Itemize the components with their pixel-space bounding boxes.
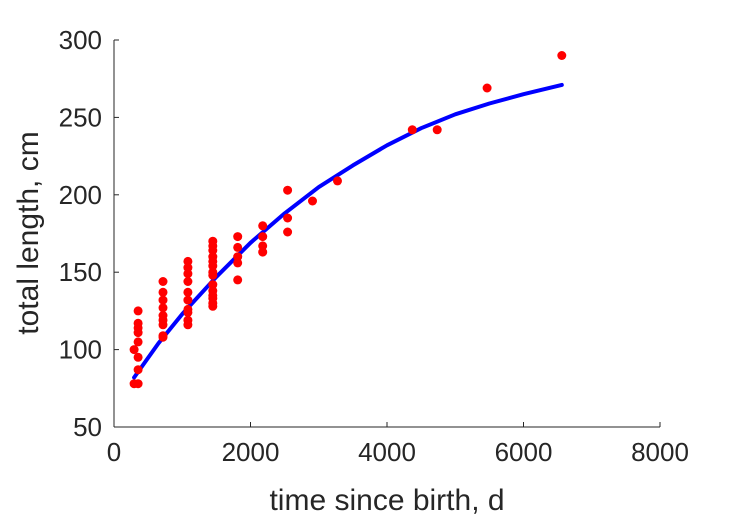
observed-points-series [129,51,567,389]
data-point [183,307,193,317]
data-point [208,270,218,280]
data-point [482,83,492,93]
data-point [129,345,139,355]
data-point [133,328,143,338]
y-tick-label: 300 [59,25,102,55]
data-point [233,232,243,242]
x-axis-label: time since birth, d [269,484,504,517]
y-tick-label: 200 [59,180,102,210]
data-point [233,275,243,285]
data-point [158,332,168,342]
x-tick-label: 4000 [358,437,416,467]
x-tick-label: 6000 [495,437,553,467]
data-point [407,125,417,135]
y-tick-label: 150 [59,257,102,287]
data-point [208,261,218,271]
data-point [258,241,268,251]
data-point [432,125,442,135]
x-tick-label: 0 [107,437,121,467]
axes [113,40,660,428]
data-point [208,246,218,255]
y-axis-ticks: 50 100 150 200 250 300 [59,25,119,442]
data-point [233,252,243,262]
x-axis-ticks: 0 2000 4000 6000 8000 [107,422,689,467]
y-tick-label: 100 [59,335,102,365]
y-tick-label: 50 [73,412,102,442]
data-point [133,352,143,362]
x-tick-label: 8000 [631,437,689,467]
data-point [133,379,143,389]
data-point [183,295,193,305]
data-point [233,258,243,268]
data-point [158,320,168,330]
data-point [183,277,193,286]
data-point [208,280,218,290]
data-point [183,256,193,266]
data-point [183,287,193,297]
fitted-curve-series [132,82,564,380]
x-tick-label: 2000 [222,437,280,467]
data-point [283,227,293,237]
data-point [258,221,268,231]
data-point [308,196,317,206]
data-point [158,277,168,286]
data-point [283,213,293,223]
fitted-curve-line [132,82,564,380]
data-point [183,269,193,279]
data-point [233,242,243,252]
data-point [258,247,268,257]
y-axis-label: total length, cm [12,131,45,334]
data-point [133,306,143,316]
data-point [333,176,342,186]
y-tick-label: 250 [59,102,102,132]
data-point [258,232,268,242]
data-point [158,287,168,297]
data-point [283,185,293,195]
data-point [133,365,143,375]
data-point [133,337,143,347]
data-point [158,303,168,313]
data-point [557,51,567,60]
data-point [158,295,168,305]
data-point [208,301,218,311]
data-point [183,320,193,330]
